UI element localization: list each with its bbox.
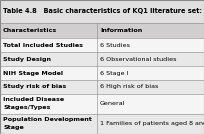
Text: 6 Observational studies: 6 Observational studies: [100, 57, 176, 62]
Text: Study risk of bias: Study risk of bias: [3, 84, 66, 89]
Text: Included Disease: Included Disease: [3, 97, 64, 102]
Text: 6 Stage I: 6 Stage I: [100, 70, 129, 76]
Text: Stages/Types: Stages/Types: [3, 105, 50, 110]
Text: Population Development: Population Development: [3, 118, 92, 122]
Bar: [0, 38, 204, 52]
Text: 6 High risk of bias: 6 High risk of bias: [100, 84, 158, 89]
Bar: [0, 94, 204, 114]
Text: Information: Information: [100, 28, 142, 33]
Text: General: General: [100, 101, 125, 106]
Text: 1 Families of patients aged 8 and old-: 1 Families of patients aged 8 and old-: [100, 121, 204, 126]
Bar: [0, 66, 204, 80]
Text: 6 Studies: 6 Studies: [100, 43, 130, 48]
Bar: [0, 52, 204, 66]
Text: Characteristics: Characteristics: [3, 28, 57, 33]
Bar: [0, 80, 204, 94]
Bar: [0, 23, 204, 38]
Text: Study Design: Study Design: [3, 57, 51, 62]
Text: Table 4.8   Basic characteristics of KQ1 literature set: cystic: Table 4.8 Basic characteristics of KQ1 l…: [3, 8, 204, 14]
Bar: [0, 0, 204, 23]
Bar: [0, 114, 204, 134]
Text: Total Included Studies: Total Included Studies: [3, 43, 83, 48]
Text: Stage: Stage: [3, 125, 24, 131]
Text: NIH Stage Model: NIH Stage Model: [3, 70, 63, 76]
